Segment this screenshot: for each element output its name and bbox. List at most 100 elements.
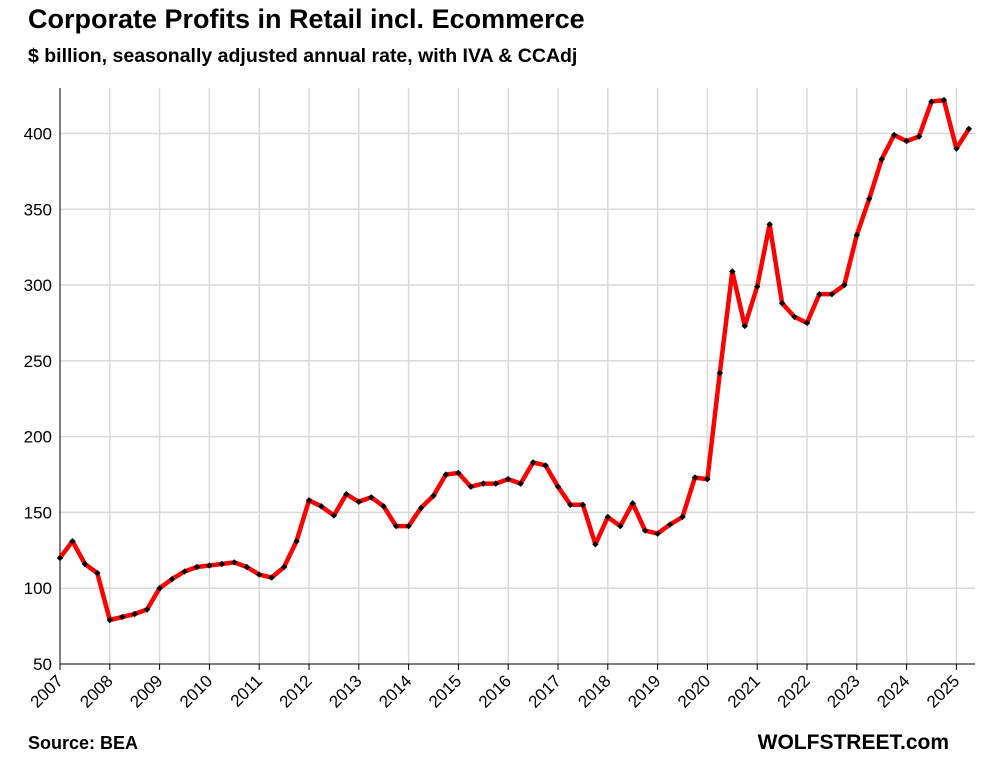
x-tick-label: 2016 — [475, 671, 515, 711]
source-note: Source: BEA — [28, 733, 139, 753]
data-point — [243, 563, 250, 571]
data-point — [803, 319, 811, 327]
data-point — [256, 571, 263, 578]
data-point — [579, 501, 587, 509]
y-tick-label: 250 — [24, 352, 52, 371]
brand-logo-text: WOLFSTREET.com — [757, 731, 949, 754]
data-point — [218, 560, 226, 568]
x-tick-label: 2013 — [325, 671, 365, 711]
data-point — [193, 563, 201, 571]
data-point — [355, 498, 362, 506]
data-point — [866, 195, 873, 202]
data-point — [928, 98, 935, 105]
x-tick-label: 2007 — [27, 671, 67, 711]
data-point — [853, 231, 860, 239]
data-point — [455, 469, 462, 477]
data-point — [181, 568, 188, 575]
data-point — [268, 574, 275, 581]
data-point — [392, 522, 400, 530]
data-point — [654, 530, 661, 537]
data-point — [168, 575, 176, 583]
y-tick-labels: 50 100 150 200 250 300 350 400 — [24, 124, 52, 674]
data-point — [965, 125, 973, 133]
data-point — [754, 283, 761, 290]
data-point — [480, 480, 487, 487]
series-line — [57, 97, 972, 623]
data-point — [492, 480, 499, 487]
data-point — [81, 560, 89, 568]
x-tick-label: 2017 — [525, 671, 565, 711]
data-point — [94, 569, 101, 577]
x-tick-label: 2021 — [724, 671, 764, 711]
gridlines — [60, 88, 975, 664]
data-point — [343, 491, 350, 498]
y-tick-label: 50 — [33, 655, 52, 674]
data-point — [592, 541, 599, 548]
x-tick-label: 2020 — [674, 671, 714, 711]
data-point — [529, 459, 537, 466]
data-point — [629, 500, 636, 507]
data-point — [405, 522, 412, 530]
data-point — [778, 300, 786, 307]
series — [57, 97, 972, 623]
data-point — [666, 521, 674, 528]
data-point — [903, 137, 910, 145]
data-point — [293, 538, 300, 545]
data-point — [940, 96, 948, 104]
data-point — [442, 471, 450, 478]
data-point — [143, 606, 151, 613]
data-point — [305, 497, 313, 504]
x-tick-label: 2014 — [375, 671, 415, 711]
data-point — [318, 503, 325, 510]
data-point — [604, 513, 611, 521]
data-point — [380, 503, 387, 510]
y-tick-label: 100 — [24, 579, 52, 598]
data-point — [131, 610, 138, 618]
data-point — [617, 522, 624, 530]
y-tick-label: 350 — [24, 200, 52, 219]
data-point — [679, 513, 686, 521]
axes — [59, 88, 975, 670]
data-point — [641, 527, 649, 534]
data-point — [330, 512, 338, 519]
x-tick-label: 2011 — [227, 671, 266, 710]
data-point — [119, 613, 126, 621]
x-tick-labels: 2007 2008 2009 2010 2011 2012 2013 2014 2015 2016… — [27, 671, 964, 711]
x-tick-label: 2025 — [923, 671, 963, 711]
data-point — [766, 221, 773, 228]
x-tick-label: 2019 — [624, 671, 664, 711]
data-point — [467, 483, 475, 490]
x-tick-label: 2012 — [276, 671, 316, 711]
x-tick-label: 2023 — [823, 671, 863, 711]
data-point — [791, 313, 798, 321]
data-point — [206, 562, 213, 569]
data-point — [106, 616, 113, 624]
data-point — [542, 462, 549, 469]
data-point — [890, 131, 898, 139]
x-tick-label: 2022 — [774, 671, 814, 711]
data-point — [368, 494, 375, 501]
data-point — [716, 369, 724, 377]
x-tick-label: 2010 — [176, 671, 216, 711]
data-point — [69, 538, 76, 545]
chart-title: Corporate Profits in Retail incl. Ecomme… — [28, 4, 585, 34]
data-point — [156, 585, 163, 592]
data-point — [953, 145, 960, 152]
data-point — [691, 474, 699, 481]
x-tick-label: 2018 — [574, 671, 614, 711]
data-point — [231, 559, 238, 566]
data-point — [878, 156, 885, 163]
data-points — [56, 96, 973, 624]
data-point — [56, 554, 64, 562]
data-point — [816, 290, 823, 298]
data-point — [280, 563, 288, 571]
x-tick-label: 2015 — [425, 671, 465, 711]
data-point — [430, 492, 437, 499]
data-point — [704, 475, 711, 483]
data-point — [517, 480, 524, 487]
y-tick-label: 200 — [24, 428, 52, 447]
data-point — [915, 133, 923, 140]
chart-subtitle: $ billion, seasonally adjusted annual ra… — [28, 45, 578, 67]
data-point — [417, 504, 425, 512]
